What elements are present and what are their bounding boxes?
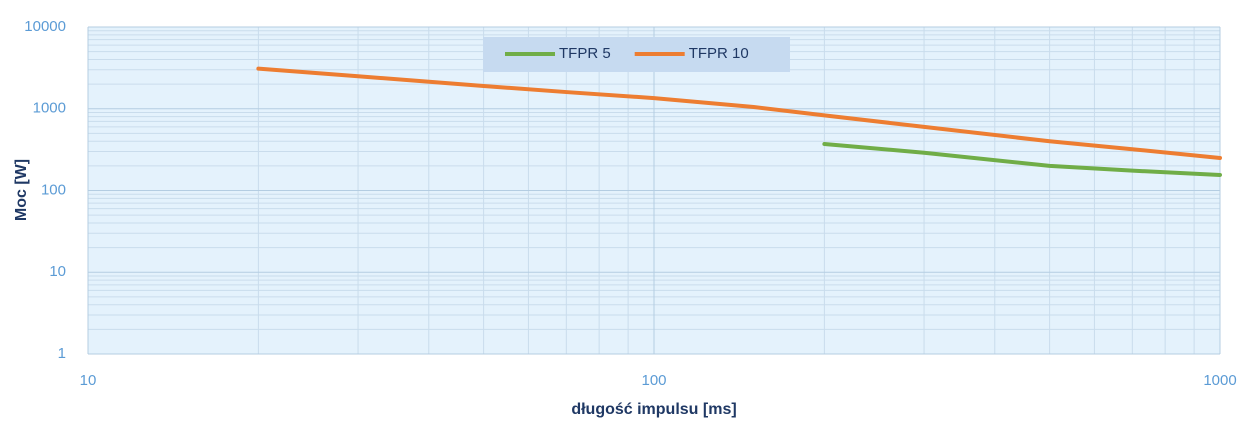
legend-label: TFPR 10 (689, 45, 749, 62)
y-tick-label: 10000 (24, 18, 66, 35)
y-tick-label: 1 (58, 345, 66, 362)
line (256, 66, 1222, 160)
x-axis-title: długość impulsu [ms] (571, 401, 736, 418)
y-tick-label: 10 (49, 263, 66, 280)
x-tick-label: 10 (80, 372, 97, 389)
y-tick-label: 1000 (33, 100, 66, 117)
legend-label: TFPR 5 (559, 45, 611, 62)
y-axis-title: Moc [W] (13, 159, 30, 221)
x-tick-label: 1000 (1203, 372, 1236, 389)
y-tick-label: 100 (41, 181, 66, 198)
line (822, 142, 1222, 177)
x-tick-label: 100 (641, 372, 666, 389)
